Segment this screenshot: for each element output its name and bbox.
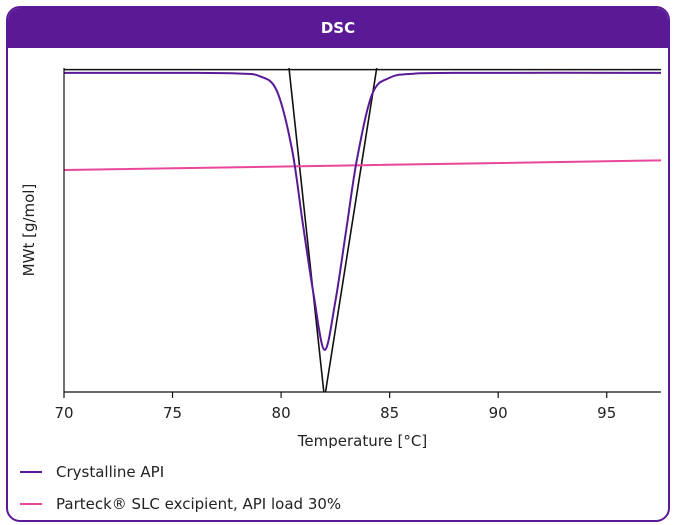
x-tick-label: 90 — [489, 404, 508, 422]
x-tick-label: 95 — [597, 404, 616, 422]
legend-item-crystalline-api: Crystalline API — [20, 456, 341, 488]
x-tick-label: 85 — [380, 404, 399, 422]
legend-label: Crystalline API — [56, 463, 165, 481]
series-line-crystalline-api — [64, 71, 661, 351]
legend-swatch — [20, 503, 42, 505]
x-tick-label: 70 — [54, 404, 73, 422]
chart-card: DSC 70 75 80 85 90 95 Temperature [°C] MWt [g… — [6, 6, 670, 522]
x-tick-label: 75 — [163, 404, 182, 422]
legend-label: Parteck® SLC excipient, API load 30% — [56, 495, 342, 513]
x-axis-title: Temperature [°C] — [297, 432, 427, 448]
chart-legend: Crystalline API Parteck® SLC excipient, … — [20, 456, 341, 520]
legend-swatch — [20, 471, 42, 473]
series-line-parteck-slc — [64, 159, 661, 172]
y-axis-title: MWt [g/mol] — [20, 184, 38, 277]
legend-item-parteck-slc: Parteck® SLC excipient, API load 30% — [20, 488, 341, 520]
chart-plot: 70 75 80 85 90 95 Temperature [°C] MWt [g/mol… — [20, 68, 661, 448]
x-tick-label: 80 — [272, 404, 291, 422]
chart-title: DSC — [8, 8, 668, 48]
construction-line-3 — [324, 68, 378, 392]
construction-line-2 — [288, 68, 325, 392]
